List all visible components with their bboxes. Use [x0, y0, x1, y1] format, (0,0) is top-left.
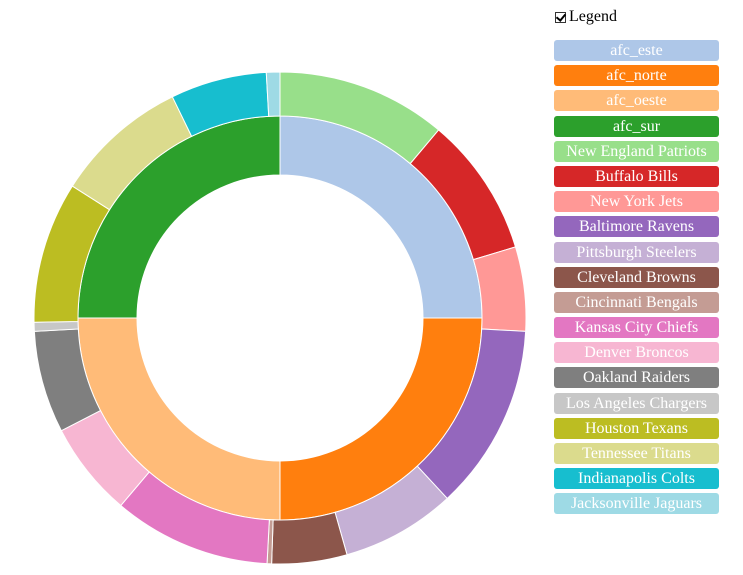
legend-toggle[interactable]: Legend — [555, 8, 617, 26]
legend-item-cincinnati-bengals[interactable]: Cincinnati Bengals — [554, 291, 719, 313]
outer-slice-jacksonville-jaguars[interactable] — [265, 71, 281, 117]
legend-item-new-england-patriots[interactable]: New England Patriots — [554, 140, 719, 162]
legend-item-afc-norte[interactable]: afc_norte — [554, 65, 719, 87]
legend-item-pittsburgh-steelers[interactable]: Pittsburgh Steelers — [554, 241, 719, 263]
legend-item-cleveland-browns[interactable]: Cleveland Browns — [554, 266, 719, 288]
outer-ring — [33, 71, 527, 565]
legend-toggle-label: Legend — [569, 8, 617, 25]
legend-item-kansas-city-chiefs[interactable]: Kansas City Chiefs — [554, 317, 719, 339]
legend-item-jacksonville-jaguars[interactable]: Jacksonville Jaguars — [554, 493, 719, 515]
legend-item-baltimore-ravens[interactable]: Baltimore Ravens — [554, 216, 719, 238]
legend-item-tennessee-titans[interactable]: Tennessee Titans — [554, 443, 719, 464]
legend-item-indianapolis-colts[interactable]: Indianapolis Colts — [554, 468, 719, 490]
legend-item-houston-texans[interactable]: Houston Texans — [554, 417, 719, 439]
legend-item-buffalo-bills[interactable]: Buffalo Bills — [554, 165, 719, 187]
legend-item-new-york-jets[interactable]: New York Jets — [554, 191, 719, 213]
inner-ring — [77, 115, 483, 521]
legend-checkbox[interactable] — [555, 11, 566, 23]
legend-item-afc-oeste[interactable]: afc_oeste — [554, 90, 719, 112]
legend-item-denver-broncos[interactable]: Denver Broncos — [554, 342, 719, 364]
legend-item-oakland-raiders[interactable]: Oakland Raiders — [554, 367, 719, 389]
legend-item-los-angeles-chargers[interactable]: Los Angeles Chargers — [554, 392, 719, 414]
legend-item-afc-sur[interactable]: afc_sur — [554, 115, 719, 137]
legend: afc_este afc_norte afc_oeste afc_sur New Eng… — [554, 40, 719, 519]
outer-slice-cleveland-browns[interactable] — [271, 511, 348, 565]
nested-donut-chart — [33, 71, 527, 565]
legend-item-afc-este[interactable]: afc_este — [554, 40, 719, 61]
